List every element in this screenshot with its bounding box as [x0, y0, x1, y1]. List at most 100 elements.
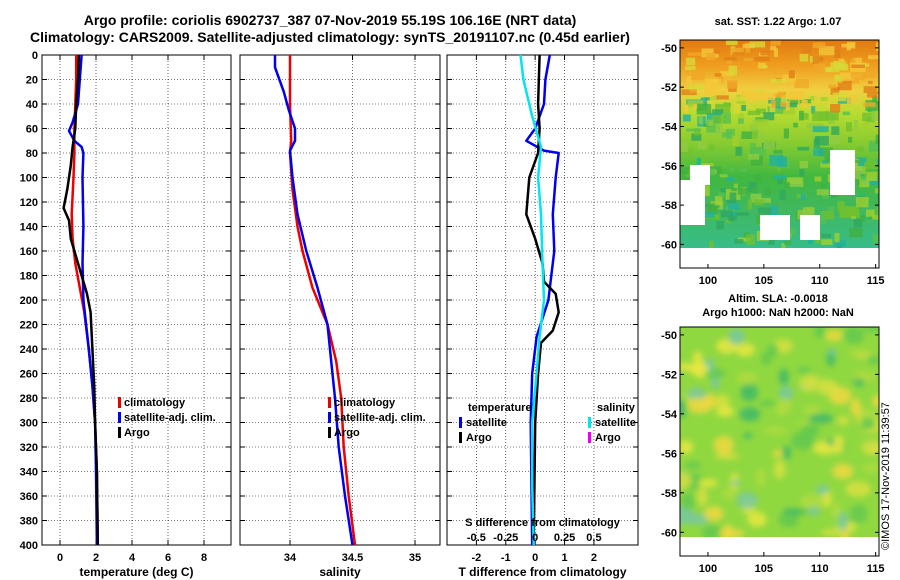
sst-cell [700, 155, 708, 162]
sst-cell [687, 100, 704, 108]
sst-cell [725, 40, 738, 46]
legend-label: climatology [334, 397, 396, 409]
legend-swatch [328, 427, 331, 438]
temperature-xtick-label: 0 [57, 552, 63, 564]
sst-cell [781, 94, 788, 104]
sla-blob [767, 343, 779, 357]
legend-label: Argo [334, 427, 360, 439]
sst-cell [727, 203, 740, 210]
sst-missing-patch [800, 215, 820, 240]
difference-xtick-label: -1 [501, 552, 511, 564]
sla-blob [739, 407, 761, 422]
map-lon-label: 110 [811, 563, 829, 575]
sla-missing-strip [680, 537, 879, 556]
sla-blob [800, 494, 826, 510]
sst-cell [834, 240, 846, 247]
map-lon-label: 105 [755, 563, 773, 575]
sla-blob [808, 506, 820, 516]
sst-cell [726, 60, 732, 64]
difference-xtick-label: -2 [471, 552, 481, 564]
sst-cell [709, 88, 716, 93]
sst-cell [850, 174, 861, 179]
sst-cell [752, 187, 758, 193]
sla-blob [849, 349, 871, 358]
depth-tick-label: 160 [20, 246, 38, 258]
sst-cell [851, 166, 866, 175]
sst-cell [755, 108, 766, 114]
map-lat-label: -56 [661, 448, 677, 460]
sst-cell [788, 70, 795, 79]
series-satellite-adj.-clim. [273, 55, 354, 546]
sla-blob [747, 511, 767, 528]
sst-cell [715, 123, 723, 135]
legend-swatch [459, 417, 462, 428]
sla-blob [730, 479, 741, 486]
sst-cell [696, 103, 712, 115]
sla-blob [680, 440, 694, 455]
legend-swatch [588, 417, 591, 428]
sst-cell [754, 57, 770, 62]
sst-cell [751, 155, 763, 166]
sst-cell [770, 79, 786, 83]
sst-cell [762, 93, 776, 101]
sla-blob [782, 508, 809, 515]
sst-cell [701, 48, 714, 58]
sst-cell [821, 239, 833, 245]
depth-tick-label: 100 [20, 173, 38, 185]
sst-cell [868, 55, 879, 60]
sst-cell [761, 65, 768, 69]
sst-cell [680, 166, 689, 175]
sst-cell [769, 154, 784, 166]
sla-blob [855, 378, 865, 387]
sla-blob [680, 399, 687, 419]
sla-blob [721, 488, 736, 500]
sla-blob [827, 348, 837, 356]
legend-label: satellite-adj. clim. [124, 412, 216, 424]
sla-blob [791, 432, 815, 450]
sst-cell [764, 188, 772, 195]
sla-blob [837, 416, 850, 426]
sst-cell [691, 133, 702, 141]
difference-x2tick-label: 0.25 [554, 532, 575, 544]
legend-label: satellite-adj. clim. [334, 412, 426, 424]
sla-blob [860, 417, 876, 430]
sst-cell [859, 178, 870, 188]
sst-cell [736, 212, 749, 216]
map-lon-label: 115 [867, 275, 885, 287]
depth-tick-label: 240 [20, 344, 38, 356]
sst-cell [836, 243, 843, 251]
sla-map-title2: Argo h1000: NaN h2000: NaN [702, 307, 854, 319]
legend-swatch [118, 427, 121, 438]
sst-cell [867, 117, 875, 123]
sst-cell [832, 92, 847, 102]
sst-cell [770, 40, 781, 46]
sla-blob [862, 463, 879, 473]
sst-cell [741, 131, 752, 139]
sst-cell [820, 183, 826, 189]
salinity-xtick-label: 35 [409, 552, 421, 564]
sst-cell [818, 147, 834, 157]
sst-cell [860, 215, 866, 222]
sla-map-title1: Altim. SLA: -0.0018 [728, 293, 828, 305]
sst-cell [877, 193, 879, 203]
sst-missing-patch [760, 215, 790, 240]
sst-cell [741, 104, 746, 111]
sla-blob [849, 504, 869, 524]
sst-cell [707, 119, 714, 126]
sst-cell [875, 134, 879, 144]
legend-swatch [118, 412, 121, 423]
sst-cell [716, 95, 729, 100]
sst-cell [754, 199, 764, 206]
sla-blob [821, 529, 843, 536]
sla-blob [808, 413, 834, 424]
sst-cell [831, 126, 840, 135]
sla-blob [764, 426, 787, 435]
sst-cell [724, 57, 737, 61]
sst-cell [852, 159, 861, 163]
sst-cell [700, 163, 714, 167]
sst-cell [735, 146, 743, 156]
sst-cell [734, 69, 745, 75]
sst-cell [818, 46, 835, 56]
sst-cell [812, 56, 820, 64]
